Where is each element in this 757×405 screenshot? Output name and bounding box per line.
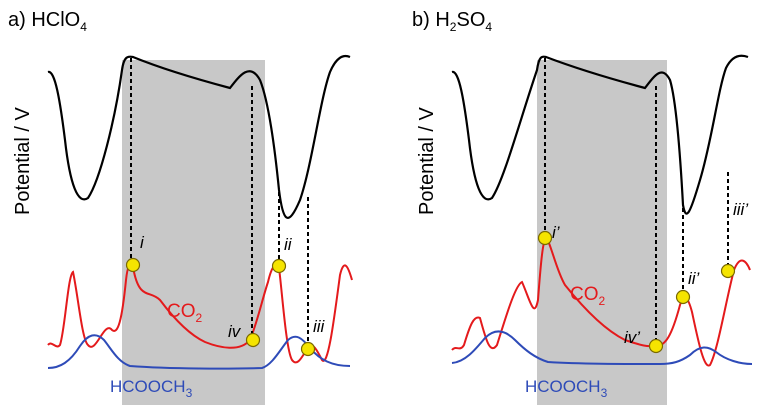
panel-a-title: a) HClO4 xyxy=(8,9,87,34)
panel-a-marker-ii xyxy=(271,258,287,274)
panel-b-marker-iv xyxy=(648,338,664,354)
panel-a-marker-label-ii: ii xyxy=(284,235,293,254)
panel-b-shaded-region xyxy=(537,60,667,405)
panel-b-guides xyxy=(544,58,729,345)
panel-b-ylabel: Potential / V xyxy=(416,106,438,215)
panel-a-marker-iv xyxy=(245,332,261,348)
panel-b-marker-label-iv: iv’ xyxy=(624,328,640,347)
panel-a-marker-label-i: i xyxy=(140,233,145,252)
panel-b-marker-label-ii: ii’ xyxy=(688,269,700,288)
panel-b-marker-label-iii: iii’ xyxy=(733,200,748,219)
panel-b: b) H2SO4 Potential / V i’ iv’ ii’ iii’ C… xyxy=(412,9,753,405)
panel-a-marker-label-iv: iv xyxy=(228,322,242,341)
panel-a-co2-label: CO2 xyxy=(167,301,203,325)
panel-a-marker-i xyxy=(125,257,141,273)
panel-b-hcooch3-label: HCOOCH3 xyxy=(525,377,608,400)
panel-a-marker-iii xyxy=(300,341,316,357)
panel-a-ylabel: Potential / V xyxy=(12,106,34,215)
panel-a-markers xyxy=(125,257,316,357)
panel-a-guides xyxy=(130,58,309,349)
panel-b-markers xyxy=(537,230,736,354)
panel-a: a) HClO4 Potential / V i iv ii iii CO2 H… xyxy=(8,9,353,405)
panel-a-marker-label-iii: iii xyxy=(313,317,326,336)
panel-a-shaded-region xyxy=(122,60,265,405)
panel-b-co2-curve xyxy=(451,236,751,367)
panel-b-title: b) H2SO4 xyxy=(412,9,492,34)
panel-a-potential-curve xyxy=(47,55,351,219)
panel-b-marker-iii xyxy=(720,263,736,279)
panel-a-co2-curve xyxy=(47,264,353,364)
panel-b-marker-label-i: i’ xyxy=(552,223,560,242)
panel-b-marker-ii xyxy=(675,289,691,305)
panel-b-hcooch3-curve xyxy=(451,330,753,366)
panel-b-marker-i xyxy=(537,230,553,246)
panel-a-hcooch3-label: HCOOCH3 xyxy=(110,377,193,400)
panel-b-potential-curve xyxy=(451,54,749,215)
panel-b-co2-label: CO2 xyxy=(570,284,606,308)
